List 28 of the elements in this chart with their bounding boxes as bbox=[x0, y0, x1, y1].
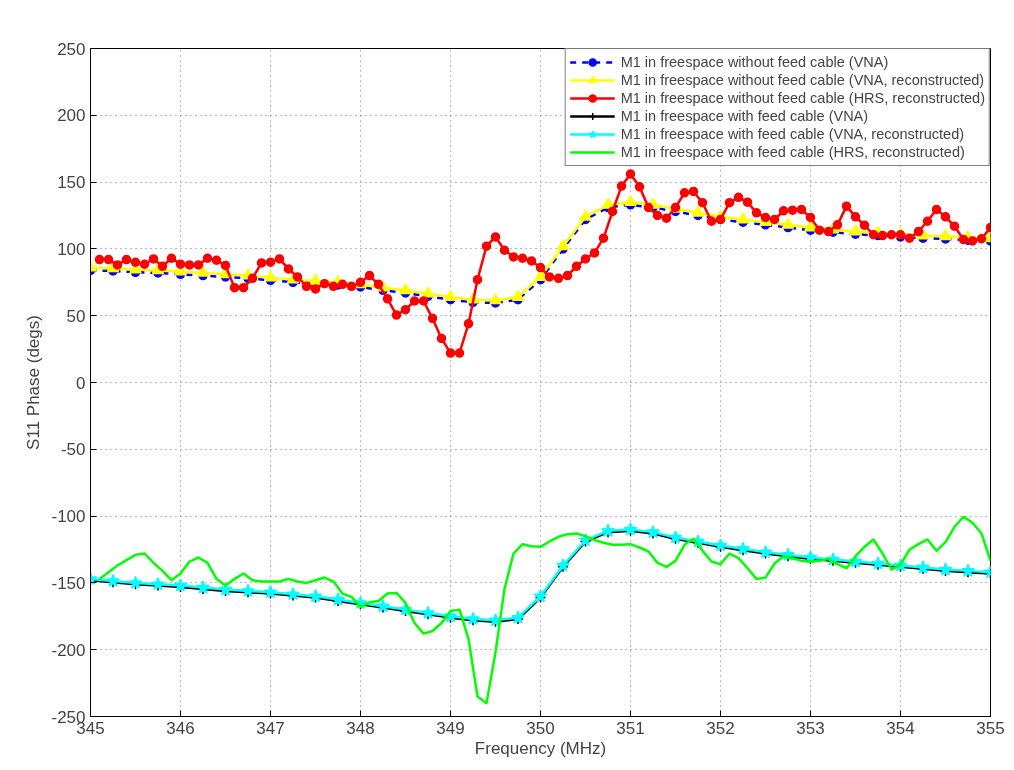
y-tick-label: 0 bbox=[76, 373, 86, 393]
y-tick-label: 100 bbox=[57, 239, 86, 259]
y-tick-label: 200 bbox=[57, 106, 86, 126]
y-tick-label: 250 bbox=[57, 39, 86, 59]
x-tick-label: 347 bbox=[256, 718, 285, 738]
legend-label: M1 in freespace with feed cable (VNA) bbox=[620, 107, 869, 125]
x-tick-label: 352 bbox=[706, 718, 735, 738]
y-tick-label: -200 bbox=[51, 640, 86, 660]
legend-label: M1 in freespace without feed cable (VNA) bbox=[620, 53, 889, 71]
x-tick-label: 353 bbox=[796, 718, 825, 738]
x-tick-label: 349 bbox=[436, 718, 465, 738]
legend-label: M1 in freespace with feed cable (HRS, reconstructed) bbox=[620, 143, 965, 161]
y-tick-label: 150 bbox=[57, 173, 86, 193]
x-tick-label: 351 bbox=[616, 718, 645, 738]
x-tick-label: 346 bbox=[166, 718, 195, 738]
y-tick-label: -150 bbox=[51, 573, 86, 593]
legend-label: M1 in freespace without feed cable (VNA, reconstructed) bbox=[620, 71, 985, 89]
legend-label: M1 in freespace without feed cable (HRS, reconstructed) bbox=[620, 89, 985, 107]
y-tick-label: -100 bbox=[51, 507, 86, 527]
x-tick-label: 355 bbox=[976, 718, 1005, 738]
x-tick-label: 354 bbox=[886, 718, 915, 738]
x-tick-label: 348 bbox=[346, 718, 375, 738]
x-axis-title: Frequency (MHz) bbox=[474, 738, 607, 758]
x-tick-label: 350 bbox=[526, 718, 555, 738]
y-tick-label: -50 bbox=[60, 440, 86, 460]
y-tick-label: 50 bbox=[66, 306, 86, 326]
legend-label: M1 in freespace with feed cable (VNA, reconstructed) bbox=[620, 125, 965, 143]
y-axis-title: S11 Phase (degs) bbox=[24, 315, 44, 450]
